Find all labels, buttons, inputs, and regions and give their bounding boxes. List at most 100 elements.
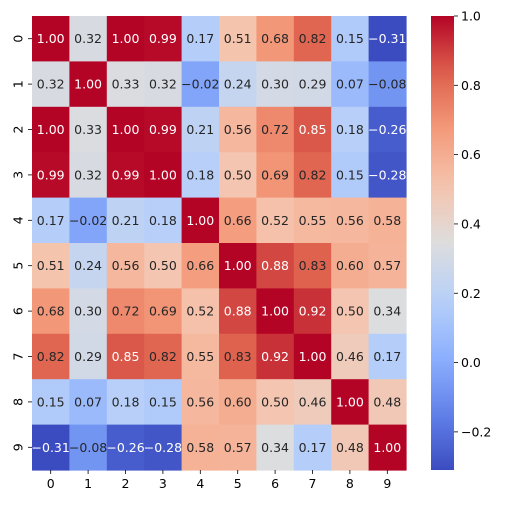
heatmap-cell-7-4 (181, 333, 220, 380)
heatmap-cell-4-4 (181, 197, 220, 244)
colorbar-tick-label-6: 1.0 (461, 9, 481, 24)
cell-value-label-3-1: 0.32 (74, 167, 102, 182)
x-tick-label-2: 2 (122, 476, 130, 491)
heatmap-cell-9-5 (219, 424, 257, 471)
heatmap-cell-7-8 (331, 333, 370, 380)
heatmap-cell-6-7 (293, 288, 332, 335)
cell-value-label-2-7: 0.85 (299, 122, 327, 137)
heatmap-cell-4-5 (219, 197, 257, 244)
cell-value-label-7-9: 0.17 (373, 349, 401, 364)
cell-value-label-2-5: 0.56 (224, 122, 252, 137)
cell-value-label-9-2: −0.26 (106, 440, 144, 455)
cell-value-label-8-3: 0.15 (149, 394, 177, 409)
heatmap-cell-0-7 (293, 16, 332, 62)
heatmap-cell-2-9 (368, 106, 407, 153)
colorbar-gradient-bar (431, 16, 454, 470)
colorbar: −0.2 0.0 0.2 0.4 0.6 0.8 1.0 (431, 9, 491, 470)
heatmap-cell-3-2 (106, 152, 145, 199)
cell-value-label-0-3: 0.99 (149, 31, 177, 46)
y-tick-label-5: 5 (11, 262, 26, 270)
heatmap-cell-3-8 (331, 152, 370, 199)
heatmap-cell-6-5 (219, 288, 257, 335)
cell-value-label-9-0: −0.31 (32, 440, 70, 455)
y-tick-label-9: 9 (11, 443, 26, 451)
heatmap-cell-4-0 (32, 197, 70, 244)
heatmap-cell-3-0 (32, 152, 70, 199)
heatmap-cell-1-6 (256, 61, 295, 108)
heatmap-cell-9-3 (144, 424, 183, 471)
cell-value-label-7-1: 0.29 (74, 349, 102, 364)
cell-value-label-1-2: 0.33 (112, 77, 140, 92)
heatmap-cell-4-7 (293, 197, 332, 244)
heatmap-cell-5-9 (368, 243, 407, 289)
cell-value-label-4-0: 0.17 (37, 213, 65, 228)
heatmap-cell-7-5 (219, 333, 257, 380)
cell-value-label-1-3: 0.32 (149, 77, 177, 92)
heatmap-cell-2-5 (219, 106, 257, 153)
y-tick-label-6: 6 (11, 307, 26, 315)
cell-value-label-8-5: 0.60 (224, 394, 252, 409)
cell-value-label-0-5: 0.51 (224, 31, 252, 46)
cell-value-label-9-1: −0.08 (69, 440, 107, 455)
y-tick-label-2: 2 (11, 126, 26, 134)
heatmap-cell-0-9 (368, 16, 407, 62)
cell-value-label-8-1: 0.07 (74, 394, 102, 409)
cell-value-label-3-8: 0.15 (336, 167, 364, 182)
heatmap-cell-5-8 (331, 243, 370, 289)
heatmap-cell-9-9 (368, 424, 407, 471)
heatmap-cell-1-1 (69, 61, 108, 108)
cell-value-label-6-7: 0.92 (299, 304, 327, 319)
cell-value-label-4-2: 0.21 (112, 213, 140, 228)
heatmap-cell-1-5 (219, 61, 257, 108)
heatmap-cell-4-3 (144, 197, 183, 244)
cell-value-label-0-8: 0.15 (336, 31, 364, 46)
heatmap-cell-4-9 (368, 197, 407, 244)
heatmap-cell-0-6 (256, 16, 295, 62)
y-tick-label-0: 0 (11, 35, 26, 43)
cell-value-label-1-9: −0.08 (368, 77, 406, 92)
heatmap-cell-2-7 (293, 106, 332, 153)
heatmap-cell-6-3 (144, 288, 183, 335)
y-tick-label-8: 8 (11, 398, 26, 406)
cell-value-label-7-5: 0.83 (224, 349, 252, 364)
cell-value-label-7-7: 1.00 (299, 349, 327, 364)
heatmap-cell-1-7 (293, 61, 332, 108)
cell-value-label-5-2: 0.56 (112, 258, 140, 273)
heatmap-cell-2-1 (69, 106, 108, 153)
heatmap-cell-1-8 (331, 61, 370, 108)
heatmap-cell-7-0 (32, 333, 70, 380)
cell-value-label-9-9: 1.00 (373, 440, 401, 455)
cell-value-label-9-8: 0.48 (336, 440, 364, 455)
cell-value-label-4-8: 0.56 (336, 213, 364, 228)
cell-value-label-2-4: 0.21 (186, 122, 214, 137)
cell-value-label-9-7: 0.17 (299, 440, 327, 455)
y-tick-label-7: 7 (11, 353, 26, 361)
heatmap-cell-6-1 (69, 288, 108, 335)
cell-value-label-3-7: 0.82 (299, 167, 327, 182)
heatmap-cell-7-1 (69, 333, 108, 380)
heatmap-cell-4-8 (331, 197, 370, 244)
cell-value-label-6-2: 0.72 (112, 304, 140, 319)
cell-value-label-2-0: 1.00 (37, 122, 65, 137)
cell-value-label-6-4: 0.52 (186, 304, 214, 319)
heatmap-cell-8-0 (32, 379, 70, 426)
cell-value-label-4-9: 0.58 (373, 213, 401, 228)
heatmap-cell-8-2 (106, 379, 145, 426)
x-axis-ticks: 0 1 2 3 4 5 6 7 8 9 (47, 470, 391, 491)
y-tick-label-4: 4 (11, 216, 26, 224)
heatmap-cell-3-5 (219, 152, 257, 199)
cell-value-label-7-2: 0.85 (112, 349, 140, 364)
heatmap-cell-7-7 (293, 333, 332, 380)
heatmap-cell-0-8 (331, 16, 370, 62)
x-tick-label-5: 5 (234, 476, 242, 491)
cell-value-label-1-1: 1.00 (74, 77, 102, 92)
cell-value-label-6-1: 0.30 (74, 304, 102, 319)
heatmap-cell-2-3 (144, 106, 183, 153)
heatmap-cell-2-2 (106, 106, 145, 153)
x-tick-label-0: 0 (47, 476, 55, 491)
heatmap-cell-6-2 (106, 288, 145, 335)
cell-value-label-9-5: 0.57 (224, 440, 252, 455)
cell-value-label-8-2: 0.18 (112, 394, 140, 409)
cell-value-label-2-1: 0.33 (74, 122, 102, 137)
